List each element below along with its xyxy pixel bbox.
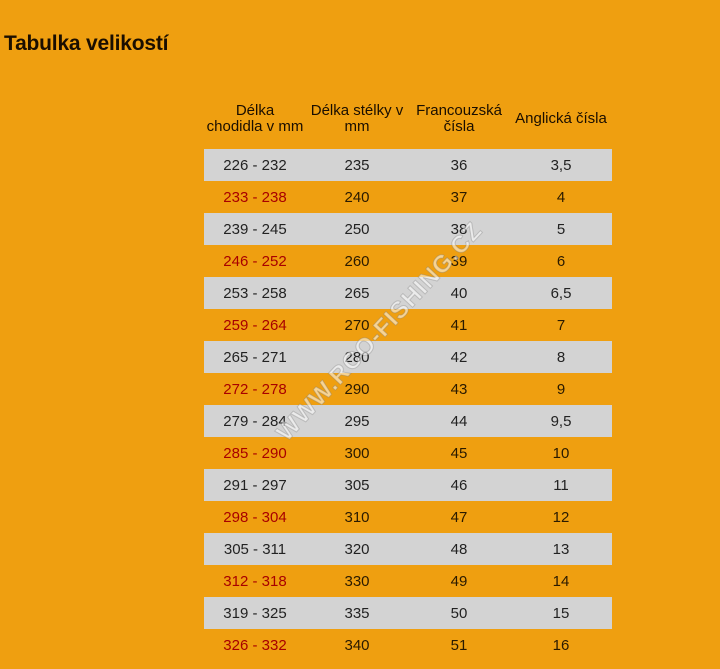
foot-length-cell: 233 - 238: [204, 181, 306, 213]
table-row: 226 - 232 235 36 3,5: [204, 149, 612, 181]
english-size-cell: 13: [510, 533, 612, 565]
insole-length-cell: 300: [306, 437, 408, 469]
table-row: 272 - 278 290 43 9: [204, 373, 612, 405]
table-row: 305 - 311 320 48 13: [204, 533, 612, 565]
french-size-cell: 46: [408, 469, 510, 501]
french-size-cell: 43: [408, 373, 510, 405]
english-size-cell: 6: [510, 245, 612, 277]
english-size-cell: 14: [510, 565, 612, 597]
foot-length-cell: 246 - 252: [204, 245, 306, 277]
french-size-cell: 44: [408, 405, 510, 437]
insole-length-cell: 330: [306, 565, 408, 597]
size-table-header: Délka chodidla v mm Délka stélky v mm Fr…: [204, 88, 612, 149]
foot-length-cell: 259 - 264: [204, 309, 306, 341]
table-row: 312 - 318 330 49 14: [204, 565, 612, 597]
table-row: 239 - 245 250 38 5: [204, 213, 612, 245]
english-size-cell: 10: [510, 437, 612, 469]
insole-length-cell: 250: [306, 213, 408, 245]
size-table-body: 226 - 232 235 36 3,5 233 - 238 240 37 4 239 - 24…: [204, 149, 612, 661]
foot-length-cell: 253 - 258: [204, 277, 306, 309]
english-size-cell: 15: [510, 597, 612, 629]
english-size-cell: 9,5: [510, 405, 612, 437]
foot-length-cell: 279 - 284: [204, 405, 306, 437]
foot-length-cell: 285 - 290: [204, 437, 306, 469]
page-title: Tabulka velikostí: [4, 32, 169, 55]
french-size-cell: 48: [408, 533, 510, 565]
insole-length-cell: 335: [306, 597, 408, 629]
insole-length-cell: 280: [306, 341, 408, 373]
insole-length-cell: 240: [306, 181, 408, 213]
english-size-cell: 7: [510, 309, 612, 341]
english-size-cell: 9: [510, 373, 612, 405]
foot-length-cell: 319 - 325: [204, 597, 306, 629]
insole-length-cell: 340: [306, 629, 408, 661]
french-size-cell: 50: [408, 597, 510, 629]
table-row: 319 - 325 335 50 15: [204, 597, 612, 629]
french-size-cell: 41: [408, 309, 510, 341]
french-size-cell: 45: [408, 437, 510, 469]
size-table: Délka chodidla v mm Délka stélky v mm Fr…: [204, 88, 612, 661]
french-size-cell: 36: [408, 149, 510, 181]
french-size-cell: 39: [408, 245, 510, 277]
table-row: 291 - 297 305 46 11: [204, 469, 612, 501]
french-size-cell: 37: [408, 181, 510, 213]
table-row: 265 - 271 280 42 8: [204, 341, 612, 373]
insole-length-cell: 310: [306, 501, 408, 533]
header-foot-length: Délka chodidla v mm: [206, 101, 304, 135]
table-row: 233 - 238 240 37 4: [204, 181, 612, 213]
french-size-cell: 47: [408, 501, 510, 533]
french-size-cell: 49: [408, 565, 510, 597]
header-english-size: Anglická čísla: [515, 109, 607, 127]
insole-length-cell: 260: [306, 245, 408, 277]
table-row: 253 - 258 265 40 6,5: [204, 277, 612, 309]
insole-length-cell: 295: [306, 405, 408, 437]
french-size-cell: 38: [408, 213, 510, 245]
english-size-cell: 4: [510, 181, 612, 213]
french-size-cell: 51: [408, 629, 510, 661]
table-row: 326 - 332 340 51 16: [204, 629, 612, 661]
french-size-cell: 42: [408, 341, 510, 373]
english-size-cell: 12: [510, 501, 612, 533]
header-french-size: Francouzská čísla: [416, 101, 502, 135]
foot-length-cell: 239 - 245: [204, 213, 306, 245]
insole-length-cell: 265: [306, 277, 408, 309]
english-size-cell: 5: [510, 213, 612, 245]
foot-length-cell: 272 - 278: [204, 373, 306, 405]
insole-length-cell: 235: [306, 149, 408, 181]
english-size-cell: 6,5: [510, 277, 612, 309]
english-size-cell: 16: [510, 629, 612, 661]
foot-length-cell: 291 - 297: [204, 469, 306, 501]
english-size-cell: 8: [510, 341, 612, 373]
insole-length-cell: 270: [306, 309, 408, 341]
foot-length-cell: 312 - 318: [204, 565, 306, 597]
table-row: 246 - 252 260 39 6: [204, 245, 612, 277]
table-row: 279 - 284 295 44 9,5: [204, 405, 612, 437]
insole-length-cell: 320: [306, 533, 408, 565]
table-row: 259 - 264 270 41 7: [204, 309, 612, 341]
foot-length-cell: 265 - 271: [204, 341, 306, 373]
foot-length-cell: 305 - 311: [204, 533, 306, 565]
foot-length-cell: 298 - 304: [204, 501, 306, 533]
insole-length-cell: 290: [306, 373, 408, 405]
french-size-cell: 40: [408, 277, 510, 309]
header-row: Délka chodidla v mm Délka stélky v mm Fr…: [204, 88, 612, 149]
foot-length-cell: 226 - 232: [204, 149, 306, 181]
english-size-cell: 3,5: [510, 149, 612, 181]
english-size-cell: 11: [510, 469, 612, 501]
foot-length-cell: 326 - 332: [204, 629, 306, 661]
table-row: 298 - 304 310 47 12: [204, 501, 612, 533]
header-insole-length: Délka stélky v mm: [310, 101, 404, 135]
insole-length-cell: 305: [306, 469, 408, 501]
table-row: 285 - 290 300 45 10: [204, 437, 612, 469]
